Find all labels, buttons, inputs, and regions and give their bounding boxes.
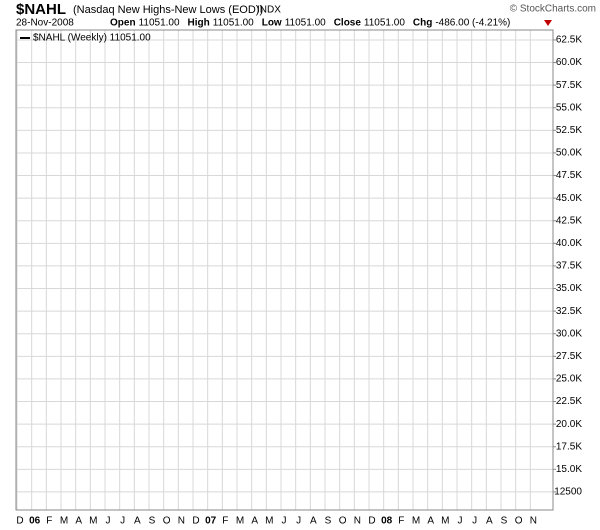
y-tick-label: 20.0K [556, 419, 582, 430]
x-tick-label: S [325, 516, 332, 527]
date: 28-Nov-2008 [16, 18, 74, 29]
x-tick-label: N [530, 516, 537, 527]
quote-value: 11051.00 [364, 18, 405, 29]
x-tick-label: A [427, 516, 434, 527]
x-tick-label: A [486, 516, 493, 527]
x-tick-label: A [75, 516, 82, 527]
y-tick-label: 57.5K [556, 80, 582, 91]
x-tick-label: N [354, 516, 361, 527]
legend-label: $NAHL (Weekly) 11051.00 [33, 33, 151, 44]
y-tick-label: 42.5K [556, 215, 582, 226]
quote-value: 11051.00 [285, 18, 326, 29]
x-tick-label: A [310, 516, 317, 527]
x-tick-label: D [16, 516, 23, 527]
x-tick-label: M [412, 516, 420, 527]
x-tick-label: O [515, 516, 523, 527]
x-tick-label: O [339, 516, 347, 527]
y-tick-label: 32.5K [556, 306, 582, 317]
x-tick-label: J [458, 516, 463, 527]
y-tick-label: 50.0K [556, 148, 582, 159]
x-tick-label: M [236, 516, 244, 527]
x-tick-label: F [222, 516, 228, 527]
y-tick-label: 45.0K [556, 193, 582, 204]
x-tick-label: M [441, 516, 449, 527]
x-tick-label: J [282, 516, 287, 527]
x-tick-label: 08 [381, 516, 393, 527]
x-tick-label: J [120, 516, 125, 527]
y-tick-label: 22.5K [556, 396, 582, 407]
quote-value: 11051.00 [213, 18, 254, 29]
quote-label: High [188, 18, 210, 29]
x-tick-label: O [163, 516, 171, 527]
x-tick-label: D [192, 516, 199, 527]
plot-frame [15, 29, 554, 511]
y-tick-label: 35.0K [556, 283, 582, 294]
y-tick-label: 12500 [554, 487, 582, 498]
quote-value: 11051.00 [139, 18, 180, 29]
y-tick-label: 17.5K [556, 441, 582, 452]
symbol: $NAHL [16, 1, 66, 18]
y-tick-label: 27.5K [556, 351, 582, 362]
quote-label: Open [110, 18, 136, 29]
x-tick-label: F [398, 516, 404, 527]
x-tick-label: M [60, 516, 68, 527]
x-tick-label: F [46, 516, 52, 527]
source: © StockCharts.com [510, 4, 596, 15]
x-tick-label: S [501, 516, 508, 527]
x-tick-label: S [149, 516, 156, 527]
x-tick-label: J [106, 516, 111, 527]
description: (Nasdaq New Highs-New Lows (EOD)) [73, 4, 263, 16]
y-tick-label: 60.0K [556, 57, 582, 68]
y-tick-label: 52.5K [556, 125, 582, 136]
y-tick-label: 40.0K [556, 238, 582, 249]
y-tick-label: 15.0K [556, 464, 582, 475]
y-tick-label: 37.5K [556, 261, 582, 272]
x-tick-label: J [472, 516, 477, 527]
x-tick-label: N [178, 516, 185, 527]
x-tick-label: A [134, 516, 141, 527]
y-tick-label: 55.0K [556, 102, 582, 113]
quote-value: -486.00 (-4.21%) [435, 18, 510, 29]
exchange: INDX [257, 5, 281, 16]
quote-label: Close [334, 18, 362, 29]
x-tick-label: D [368, 516, 375, 527]
y-tick-label: 25.0K [556, 374, 582, 385]
x-tick-label: 07 [205, 516, 217, 527]
y-tick-label: 47.5K [556, 170, 582, 181]
quote-label: Chg [413, 18, 432, 29]
quote-label: Low [262, 18, 282, 29]
x-tick-label: A [251, 516, 258, 527]
x-tick-label: 06 [29, 516, 41, 527]
x-tick-label: J [296, 516, 301, 527]
x-tick-label: M [265, 516, 273, 527]
x-tick-label: M [89, 516, 97, 527]
change-arrow [544, 20, 552, 26]
y-tick-label: 30.0K [556, 328, 582, 339]
y-tick-label: 62.5K [556, 35, 582, 46]
